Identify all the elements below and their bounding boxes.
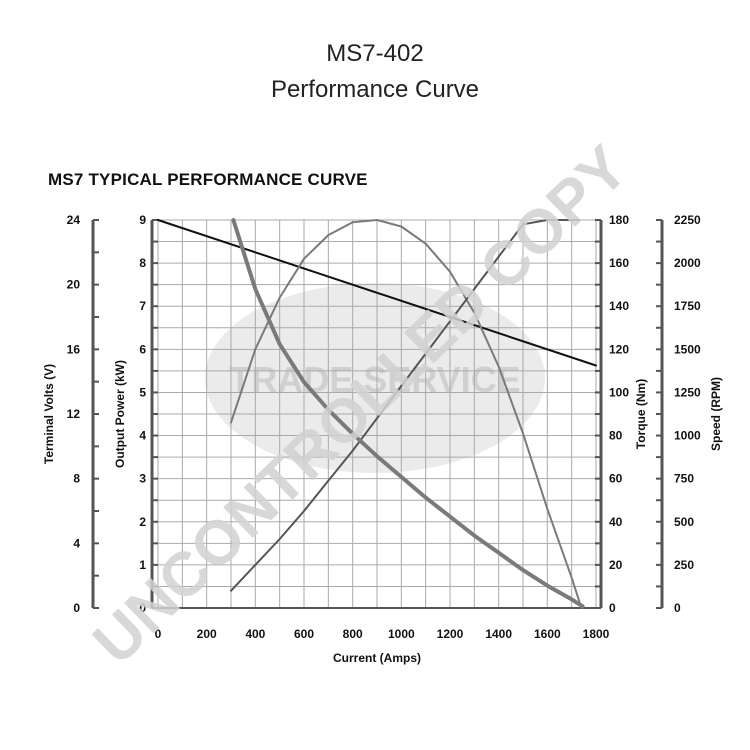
- voltage-curve: [157, 219, 597, 367]
- torque-tick-label: 160: [609, 256, 629, 270]
- torque-curve: [230, 219, 580, 592]
- volts-tick-label: 12: [67, 407, 81, 421]
- x-tick-label: 1600: [534, 627, 561, 641]
- torque-tick-label: 80: [609, 429, 623, 443]
- axes: 0 200 400 600 800 1000 1200 1400 1600 1800Current…: [42, 213, 723, 665]
- x-tick-label: 0: [155, 627, 162, 641]
- x-tick-label: 1400: [485, 627, 512, 641]
- x-tick-label: 200: [197, 627, 217, 641]
- x-tick-label: 800: [343, 627, 363, 641]
- power-tick-label: 7: [139, 299, 146, 313]
- torque-tick-label: 40: [609, 515, 623, 529]
- torque-tick-label: 100: [609, 385, 629, 399]
- x-tick-label: 1200: [437, 627, 464, 641]
- speed-curve: [231, 218, 585, 609]
- torque-axis-title: Torque (Nm): [634, 379, 648, 449]
- power-tick-label: 2: [139, 515, 146, 529]
- volts-tick-label: 16: [67, 342, 81, 356]
- power-tick-label: 8: [139, 256, 146, 270]
- speed-tick-label: 1000: [674, 429, 701, 443]
- torque-tick-label: 60: [609, 472, 623, 486]
- x-axis-label: Current (Amps): [333, 651, 421, 665]
- speed-tick-label: 1250: [674, 385, 701, 399]
- volts-tick-label: 0: [73, 601, 80, 615]
- x-tick-label: 400: [245, 627, 265, 641]
- torque-tick-label: 120: [609, 342, 629, 356]
- volts-tick-label: 8: [73, 472, 80, 486]
- power-tick-label: 9: [139, 213, 146, 227]
- torque-tick-label: 180: [609, 213, 629, 227]
- chart-title: MS7 TYPICAL PERFORMANCE CURVE: [48, 170, 368, 189]
- power-tick-label: 3: [139, 472, 146, 486]
- watermark-text: UNCONTROLLED COPY: [80, 133, 641, 678]
- series: [157, 218, 597, 609]
- power-tick-label: 0: [139, 601, 146, 615]
- power-tick-label: 4: [139, 429, 146, 443]
- x-tick-label: 600: [294, 627, 314, 641]
- page-title-model: MS7-402: [326, 40, 424, 67]
- speed-tick-label: 2250: [674, 213, 701, 227]
- speed-axis-title: Speed (RPM): [709, 377, 723, 451]
- x-tick-label: 1800: [583, 627, 610, 641]
- torque-tick-label: 20: [609, 558, 623, 572]
- volts-tick-label: 24: [67, 213, 81, 227]
- torque-tick-label: 0: [609, 601, 616, 615]
- watermark-logo-text: TRADE SERVICE: [229, 359, 520, 400]
- speed-tick-label: 250: [674, 558, 694, 572]
- speed-tick-label: 0: [674, 601, 681, 615]
- volts-tick-label: 20: [67, 278, 81, 292]
- volts-axis-title: Terminal Volts (V): [42, 364, 56, 464]
- volts-tick-label: 4: [73, 536, 80, 550]
- power-tick-label: 6: [139, 342, 146, 356]
- power-tick-label: 1: [139, 558, 146, 572]
- page-title-subtitle: Performance Curve: [270, 76, 480, 103]
- power-tick-label: 5: [139, 385, 146, 399]
- speed-tick-label: 1750: [674, 299, 701, 313]
- power-axis-title: Output Power (kW): [113, 360, 127, 468]
- torque-tick-label: 140: [609, 299, 629, 313]
- speed-tick-label: 500: [674, 515, 694, 529]
- speed-tick-label: 750: [674, 472, 694, 486]
- speed-tick-label: 1500: [674, 342, 701, 356]
- x-tick-label: 1000: [388, 627, 415, 641]
- speed-tick-label: 2000: [674, 256, 701, 270]
- watermark-logo-ellipse: [205, 283, 545, 473]
- power-curve: [230, 219, 583, 609]
